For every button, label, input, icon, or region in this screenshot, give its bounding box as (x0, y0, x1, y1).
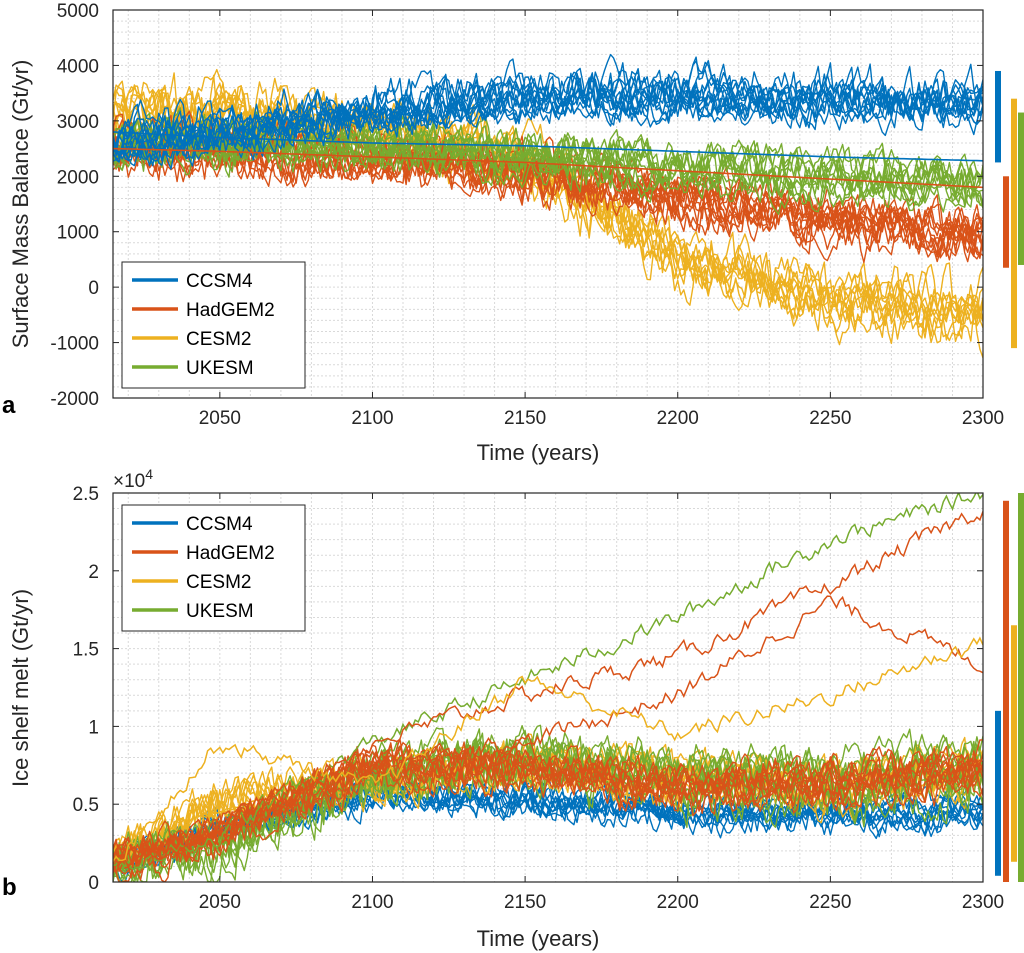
panel-b-legend-label-ukesm: UKESM (186, 601, 254, 622)
panel-b-xtick-label: 2250 (809, 892, 851, 913)
panel-a-xtick-label: 2300 (962, 408, 1004, 429)
panel-a-mean-line-hadgem2 (113, 147, 983, 189)
panel-b-legend-label-ccsm4: CCSM4 (186, 514, 253, 535)
panel-a-range-bars (995, 70, 1024, 349)
panel-b-range-bar-cesm2 (1011, 625, 1017, 862)
panel-b-series-line-hadgem2 (113, 749, 983, 881)
panel-a-xtick-label: 2250 (809, 408, 851, 429)
panel-a-chart: 2050 2100 2150 2200 2250 2300 -2000 -1000 0 1000 2… (2, 1, 1024, 465)
panel-b-xlabel: Time (years) (477, 926, 600, 951)
panel-a-xtick-label: 2050 (199, 408, 241, 429)
panel-b-range-bar-ccsm4 (995, 710, 1001, 876)
panel-b-xtick-label: 2050 (199, 892, 241, 913)
panel-b-legend-label-hadgem2: HadGEM2 (186, 543, 275, 564)
panel-a-series-line-ccsm4 (113, 69, 983, 158)
panel-a-legend-label-hadgem2: HadGEM2 (186, 300, 275, 321)
panel-a-ylabel: Surface Mass Balance (Gt/yr) (8, 60, 33, 349)
panel-b-xtick-label: 2100 (351, 892, 393, 913)
panel-a-ticks: 2050 2100 2150 2200 2250 2300 -2000 -1000 0 1000 2… (50, 1, 1004, 429)
panel-a-label: a (2, 392, 16, 419)
panel-b-label: b (2, 874, 17, 901)
panel-a-legend: CCSM4 HadGEM2 CESM2 UKESM (121, 261, 306, 389)
panel-a-axes-frame (112, 9, 984, 399)
panel-b-ytick-label: 2.5 (73, 484, 99, 505)
panel-b-ytick-label: 0.5 (73, 795, 99, 816)
panel-a-mean-line-ccsm4 (113, 131, 983, 162)
panel-a-ytick-label: 2000 (57, 167, 99, 188)
panel-b-xtick-label: 2200 (657, 892, 699, 913)
panel-a-series-line-hadgem2 (113, 134, 983, 264)
panel-a-xtick-label: 2150 (504, 408, 546, 429)
panel-b-range-bar-hadgem2 (1003, 500, 1009, 882)
panel-b-ylabel: Ice shelf melt (Gt/yr) (8, 589, 33, 787)
panel-b-xtick-label: 2150 (504, 892, 546, 913)
panel-b-range-bar-ukesm (1018, 493, 1024, 882)
panel-a-legend-label-cesm2: CESM2 (186, 329, 251, 350)
panel-a-xtick-label: 2200 (657, 408, 699, 429)
panel-a-ytick-label: 3000 (57, 112, 99, 133)
panel-b-chart: 2050 2100 2150 2200 2250 2300 0 0.5 1 1.5 2 2.5 Ice… (2, 466, 1024, 951)
panel-a-series-line-ccsm4 (113, 77, 983, 163)
panel-b-axes-frame (112, 492, 984, 883)
panel-a-range-bar-cesm2 (1011, 98, 1017, 349)
panel-b-exponent-label: ×104 (113, 466, 153, 492)
panel-b-ytick-label: 1 (88, 717, 99, 738)
panel-b-ytick-label: 0 (88, 873, 99, 894)
panel-b-series-line-ukesm (113, 493, 983, 871)
panel-b-series-line-cesm2 (113, 636, 983, 862)
panel-a-plot-lines (113, 53, 983, 359)
panel-a-ytick-label: -2000 (50, 389, 99, 410)
panel-b-legend-label-cesm2: CESM2 (186, 572, 251, 593)
panel-b-plot-lines (113, 493, 983, 882)
panel-a-ytick-label: 1000 (57, 223, 99, 244)
panel-a-series-line-ccsm4 (113, 79, 983, 167)
panel-a-legend-label-ccsm4: CCSM4 (186, 271, 253, 292)
panel-a-ytick-label: 5000 (57, 1, 99, 22)
panel-b-range-bars (995, 493, 1024, 882)
panel-b-series-line-hadgem2 (113, 511, 983, 875)
panel-b-series-line-hadgem2 (113, 595, 983, 866)
panel-a-ytick-label: 4000 (57, 56, 99, 77)
panel-a-series-line-ccsm4 (113, 56, 983, 157)
panel-b-legend: CCSM4 HadGEM2 CESM2 UKESM (121, 504, 306, 632)
panel-a-range-bar-hadgem2 (1003, 176, 1009, 268)
panel-a-ytick-label: 0 (88, 278, 99, 299)
panel-a-series-line-ccsm4 (113, 66, 983, 162)
panel-b-ytick-label: 1.5 (73, 640, 99, 661)
panel-b-ticks: 2050 2100 2150 2200 2250 2300 0 0.5 1 1.5 2 2.5 (73, 484, 1005, 913)
panel-a-range-bar-ccsm4 (995, 70, 1001, 163)
panel-a-series-line-cesm2 (113, 88, 983, 324)
panel-a-range-bar-ukesm (1018, 112, 1024, 265)
panel-a-xlabel: Time (years) (477, 440, 600, 465)
panel-b-xtick-label: 2300 (962, 892, 1004, 913)
panel-a-xtick-label: 2100 (351, 408, 393, 429)
panel-a-legend-label-ukesm: UKESM (186, 358, 254, 379)
panel-b-series-line-ukesm (113, 732, 983, 882)
panel-a-ytick-label: -1000 (50, 334, 99, 355)
panel-b-ytick-label: 2 (88, 562, 99, 583)
